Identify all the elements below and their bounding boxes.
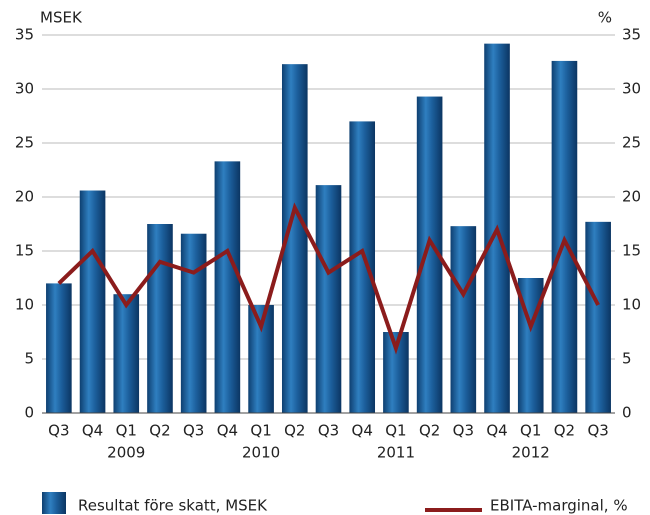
y2-axis-title: % (598, 9, 612, 27)
bar (113, 294, 140, 413)
x-group-label: 2011 (377, 444, 415, 462)
x-tick-label: Q1 (116, 422, 137, 440)
x-tick-label: Q2 (554, 422, 575, 440)
y2-tick-label: 35 (622, 26, 641, 44)
y2-tick-label: 5 (622, 350, 632, 368)
bar (315, 185, 342, 413)
x-tick-label: Q3 (48, 422, 69, 440)
y-tick-label: 20 (15, 188, 34, 206)
x-tick-label: Q2 (419, 422, 440, 440)
bar (585, 221, 611, 413)
legend-swatch-bar (42, 492, 66, 514)
bar (349, 121, 376, 414)
y2-tick-label: 25 (622, 134, 641, 152)
y2-tick-label: 0 (622, 404, 632, 422)
x-tick-label: Q4 (217, 422, 238, 440)
y-tick-label: 5 (24, 350, 34, 368)
y2-tick-label: 15 (622, 242, 641, 260)
x-tick-label: Q2 (149, 422, 170, 440)
line (57, 202, 600, 355)
bar (46, 283, 72, 413)
x-tick-label: Q3 (587, 422, 608, 440)
bar (79, 190, 106, 413)
y2-tick-label: 30 (622, 80, 641, 98)
y-axis-title: MSEK (40, 9, 83, 27)
y-tick-label: 35 (15, 26, 34, 44)
legend-label: EBITA-marginal, % (490, 497, 628, 515)
y2-tick-label: 20 (622, 188, 641, 206)
y-tick-label: 10 (15, 296, 34, 314)
x-tick-label: Q3 (183, 422, 204, 440)
y-tick-label: 15 (15, 242, 34, 260)
bar (214, 161, 241, 413)
x-tick-label: Q1 (250, 422, 271, 440)
x-tick-label: Q2 (284, 422, 305, 440)
y2-tick-label: 10 (622, 296, 641, 314)
x-group-label: 2010 (242, 444, 280, 462)
x-tick-label: Q3 (453, 422, 474, 440)
bar (450, 226, 477, 413)
x-tick-label: Q1 (385, 422, 406, 440)
y-tick-label: 25 (15, 134, 34, 152)
x-tick-label: Q4 (82, 422, 103, 440)
x-tick-label: Q4 (486, 422, 507, 440)
x-group-label: 2012 (512, 444, 550, 462)
x-group-label: 2009 (107, 444, 145, 462)
x-tick-label: Q1 (520, 422, 541, 440)
bar (147, 224, 173, 413)
bar (180, 233, 207, 413)
x-tick-label: Q3 (318, 422, 339, 440)
x-tick-label: Q4 (352, 422, 373, 440)
y-tick-label: 0 (24, 404, 34, 422)
y-tick-label: 30 (15, 80, 34, 98)
legend-label: Resultat före skatt, MSEK (78, 497, 268, 515)
